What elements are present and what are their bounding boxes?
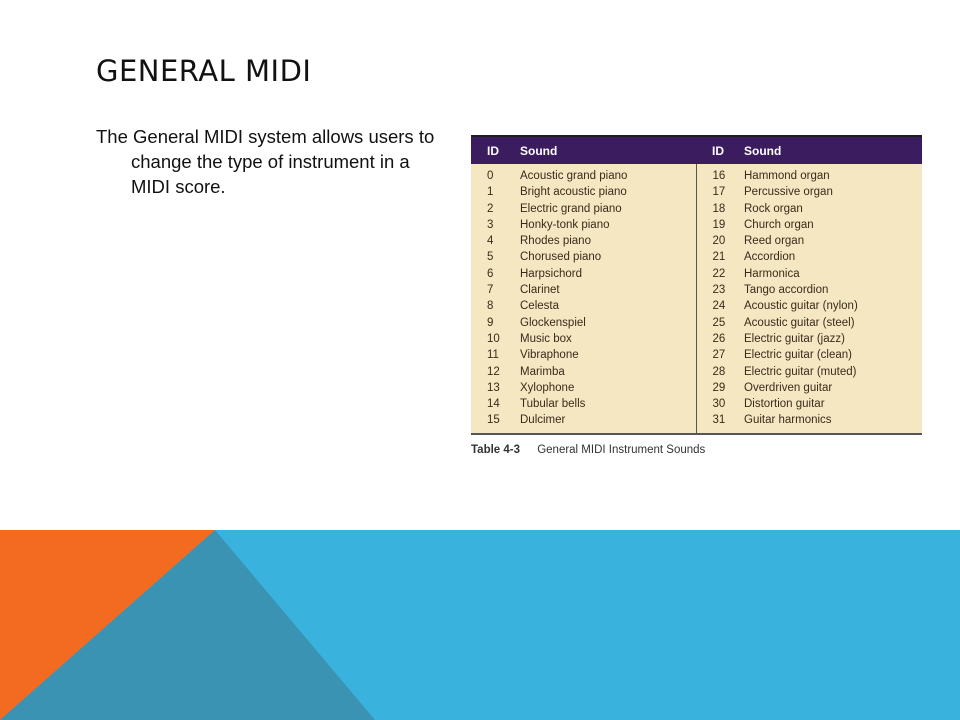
cell-id: 27 — [695, 347, 744, 364]
cell-sound: Rock organ — [744, 202, 803, 215]
cell-id: 17 — [695, 184, 744, 201]
cell-sound: Acoustic guitar (steel) — [744, 316, 855, 329]
cell-sound: Electric guitar (jazz) — [744, 332, 845, 345]
cell-id: 10 — [487, 332, 500, 345]
cell-id: 4 — [487, 235, 494, 248]
midi-instrument-table: ID Sound ID Sound 0 Acoustic grand piano 1… — [471, 135, 922, 435]
header-id-1: ID — [471, 135, 520, 164]
cell-id: 3 — [487, 218, 494, 231]
header-sound-1: Sound — [520, 135, 696, 164]
cell-sound: Xylophone — [520, 381, 575, 394]
midi-table-figure: ID Sound ID Sound 0 Acoustic grand piano 1… — [471, 135, 922, 456]
cell-sound: Marimba — [520, 365, 565, 378]
table-row: 12 Marimba 28 Electric guitar (muted) — [471, 363, 922, 380]
table-row: 5 Chorused piano 21 Accordion — [471, 249, 922, 266]
table-row: 9 Glockenspiel 25 Acoustic guitar (steel) — [471, 314, 922, 331]
cell-id: 26 — [695, 330, 744, 348]
cell-sound: Distortion guitar — [744, 398, 825, 411]
cell-sound: Tango accordion — [744, 284, 829, 297]
table-header-row: ID Sound ID Sound — [471, 135, 922, 164]
cell-sound: Honky-tonk piano — [520, 218, 610, 231]
cell-id: 5 — [487, 251, 494, 264]
table-body: 0 Acoustic grand piano 16 Hammond organ 1 Bri… — [471, 164, 922, 435]
cell-sound: Hammond organ — [744, 170, 830, 182]
header-id-2: ID — [696, 135, 744, 164]
cell-id: 22 — [695, 265, 744, 283]
cell-sound: Vibraphone — [520, 349, 579, 362]
cell-id: 21 — [695, 249, 744, 266]
table-row: 13 Xylophone 29 Overdriven guitar — [471, 379, 922, 397]
cell-id: 0 — [487, 170, 494, 182]
cell-id: 23 — [695, 282, 744, 299]
table-row: 1 Bright acoustic piano 17 Percussive organ — [471, 184, 922, 201]
cell-id: 15 — [471, 412, 520, 435]
cell-id: 8 — [487, 300, 494, 313]
cell-sound: Acoustic guitar (nylon) — [744, 300, 858, 313]
cell-id: 28 — [695, 363, 744, 380]
cell-id: 7 — [487, 284, 494, 297]
cell-id: 19 — [695, 216, 744, 234]
cell-id: 29 — [695, 379, 744, 397]
table-row: 14 Tubular bells 30 Distortion guitar — [471, 396, 922, 413]
decorative-background-shapes — [0, 530, 960, 720]
table-row: 4 Rhodes piano 20 Reed organ — [471, 233, 922, 250]
table-row: 2 Electric grand piano 18 Rock organ — [471, 200, 922, 217]
cell-sound: Electric guitar (muted) — [744, 365, 857, 378]
table-row: 6 Harpsichord 22 Harmonica — [471, 265, 922, 283]
cell-id: 25 — [695, 314, 744, 331]
table-row: 0 Acoustic grand piano 16 Hammond organ — [471, 164, 922, 185]
caption-text: General MIDI Instrument Sounds — [537, 443, 706, 456]
teal-triangle — [0, 530, 375, 720]
cell-sound: Glockenspiel — [520, 316, 586, 329]
cell-id: 11 — [487, 349, 499, 362]
cell-sound: Harpsichord — [520, 267, 582, 280]
cell-sound: Celesta — [520, 300, 559, 313]
table-row: 8 Celesta 24 Acoustic guitar (nylon) — [471, 298, 922, 315]
cell-sound: Church organ — [744, 218, 814, 231]
cell-sound: Tubular bells — [520, 398, 586, 411]
cell-sound: Harmonica — [744, 267, 800, 280]
table-caption: Table 4-3 General MIDI Instrument Sounds — [471, 444, 922, 456]
table-row: 7 Clarinet 23 Tango accordion — [471, 282, 922, 299]
cell-sound: Electric guitar (clean) — [744, 349, 853, 362]
table-row: 15 Dulcimer 31 Guitar harmonics — [471, 412, 922, 435]
cell-id: 14 — [487, 398, 500, 411]
cell-sound: Reed organ — [744, 235, 805, 248]
table-row: 10 Music box 26 Electric guitar (jazz) — [471, 330, 922, 348]
slide-body-text: The General MIDI system allows users to … — [96, 126, 435, 197]
cell-sound: Guitar harmonics — [744, 412, 922, 435]
cell-id: 24 — [695, 298, 744, 315]
cell-sound: Dulcimer — [520, 412, 696, 435]
table-row: 3 Honky-tonk piano 19 Church organ — [471, 216, 922, 234]
cell-id: 16 — [695, 164, 744, 185]
cell-id: 13 — [487, 381, 500, 394]
caption-label: Table 4-3 — [471, 443, 520, 456]
cell-sound: Chorused piano — [520, 251, 602, 264]
cell-sound: Music box — [520, 332, 572, 345]
cell-id: 20 — [695, 233, 744, 250]
cell-id: 9 — [487, 316, 494, 329]
cell-sound: Accordion — [744, 251, 796, 264]
cell-sound: Bright acoustic piano — [520, 186, 627, 199]
cell-id: 12 — [487, 365, 500, 378]
cell-sound: Rhodes piano — [520, 235, 591, 248]
cell-id: 31 — [695, 412, 744, 435]
table-row: 11 Vibraphone 27 Electric guitar (clean) — [471, 347, 922, 364]
header-sound-2: Sound — [744, 135, 922, 164]
slide-title: GENERAL MIDI — [96, 54, 312, 88]
cell-sound: Clarinet — [520, 284, 560, 297]
cell-sound: Percussive organ — [744, 186, 833, 199]
cell-id: 6 — [487, 267, 494, 280]
cell-id: 2 — [487, 202, 494, 215]
cell-sound: Electric grand piano — [520, 202, 622, 215]
cell-id: 30 — [695, 396, 744, 413]
cell-sound: Acoustic grand piano — [520, 170, 628, 182]
cell-id: 18 — [695, 200, 744, 217]
cell-id: 1 — [487, 186, 494, 199]
cell-sound: Overdriven guitar — [744, 381, 833, 394]
